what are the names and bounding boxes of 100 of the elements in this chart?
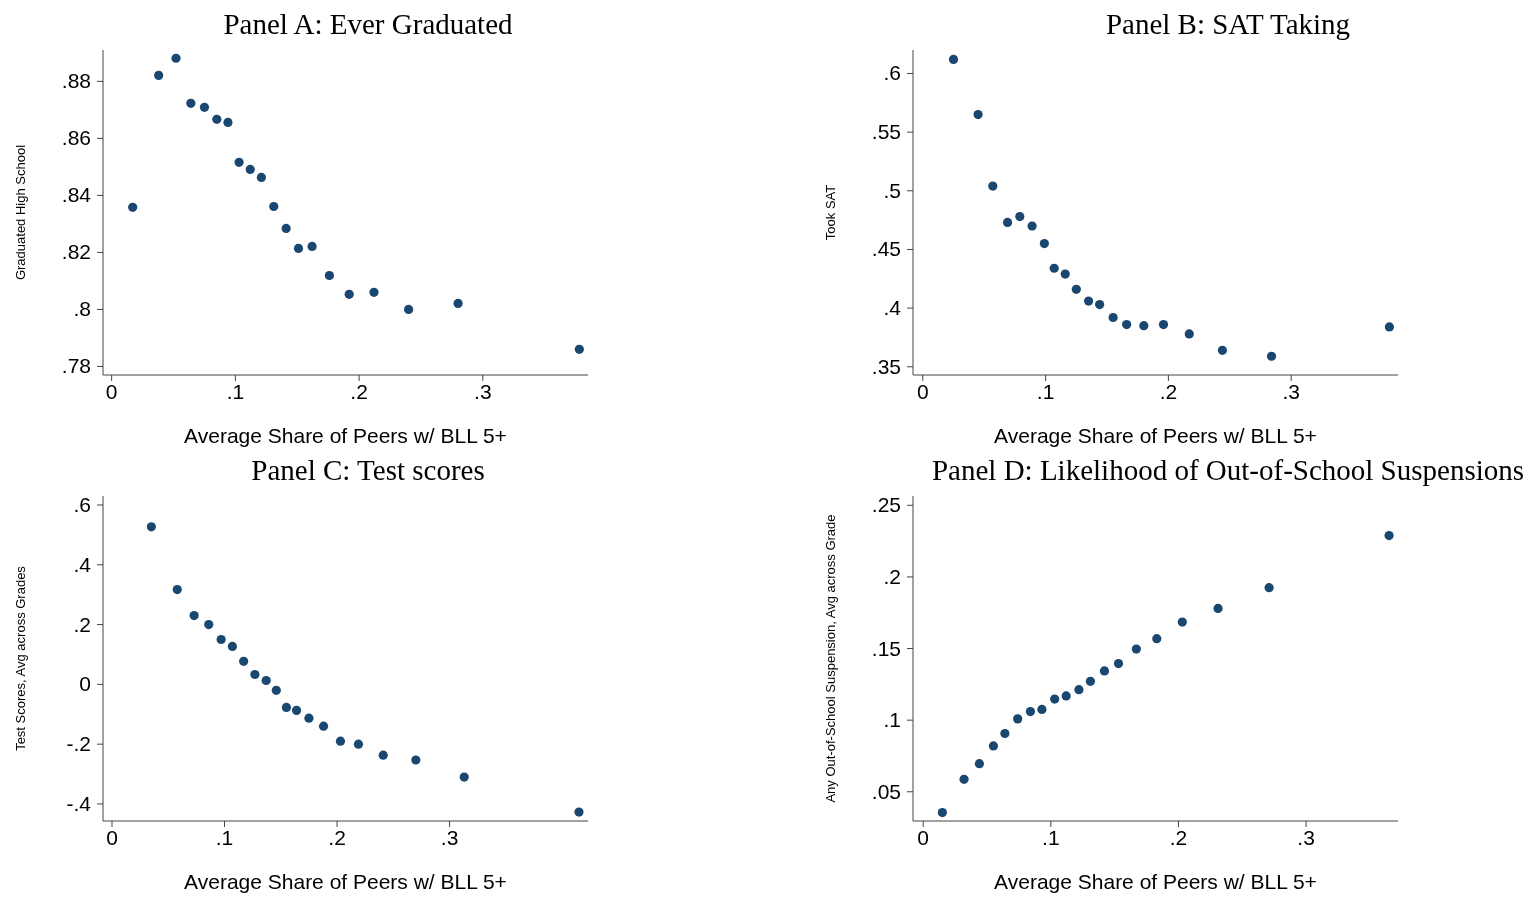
point [1131, 644, 1141, 654]
chart-title: Panel C: Test scores [250, 454, 486, 488]
y-tick-label: .88 [61, 69, 91, 93]
y-tick-label: .6 [73, 492, 91, 516]
point [1039, 238, 1049, 249]
point [1384, 530, 1394, 541]
point [204, 619, 214, 630]
x-tick-label: .3 [1297, 826, 1315, 849]
point [1071, 284, 1081, 294]
point [974, 759, 984, 769]
x-tick-label: .1 [215, 826, 234, 849]
point [146, 522, 156, 532]
y-axis-title: Test Scores, Avg across Grades [12, 565, 28, 751]
point [369, 287, 379, 297]
chart-title: Panel D: Likelihood of Out-of-School Suspensions [930, 454, 1525, 488]
y-tick-label: .5 [883, 178, 901, 202]
x-tick-label: .2 [1159, 380, 1178, 403]
y-tick-label: .86 [61, 126, 91, 150]
point [574, 807, 584, 817]
x-tick-label: .1 [1036, 380, 1055, 403]
x-tick-label: .1 [226, 380, 245, 403]
x-axis-title: Average Share of Peers w/ BLL 5+ [184, 870, 507, 893]
x-axis-title: Average Share of Peers w/ BLL 5+ [184, 424, 507, 447]
y-axis-title: Took SAT [822, 184, 838, 241]
x-tick-label: .1 [1042, 826, 1060, 849]
y-tick-label: .84 [61, 183, 92, 207]
y-tick-label: .2 [883, 564, 901, 588]
point [189, 611, 199, 621]
chart-title: Panel A: Ever Graduated [222, 8, 514, 42]
x-tick-label: 0 [917, 826, 930, 849]
point [1013, 714, 1023, 724]
point [239, 656, 249, 666]
point [1158, 319, 1169, 330]
point [281, 702, 292, 712]
point [411, 755, 421, 765]
point [1074, 685, 1084, 695]
x-tick-label: 0 [106, 826, 118, 849]
point [1060, 269, 1070, 279]
y-tick-label: .45 [871, 237, 901, 261]
point [216, 634, 226, 645]
point [378, 750, 388, 760]
point [988, 741, 999, 751]
point [223, 117, 233, 128]
y-tick-label: 0 [79, 672, 91, 696]
x-tick-label: .3 [1282, 380, 1300, 403]
x-tick-label: 0 [916, 380, 929, 403]
point [304, 713, 314, 723]
point [404, 304, 414, 315]
point [154, 70, 164, 80]
point [245, 164, 255, 175]
point [199, 102, 210, 112]
y-tick-label: .25 [871, 493, 901, 517]
point [1083, 296, 1094, 306]
point [128, 202, 138, 212]
point [1152, 634, 1162, 644]
x-tick-label: 0 [105, 380, 118, 403]
point [453, 298, 463, 309]
point [948, 54, 959, 64]
point [256, 172, 266, 183]
x-axis-title: Average Share of Peers w/ BLL 5+ [994, 870, 1317, 893]
point [307, 241, 317, 252]
point [234, 157, 244, 167]
point [959, 774, 969, 784]
point [1099, 666, 1110, 676]
point [1025, 706, 1036, 717]
point [1217, 345, 1228, 355]
y-axis-title: Any Out-of-School Suspension, Avg across Grade [822, 514, 838, 803]
point [973, 109, 983, 120]
point [459, 772, 469, 782]
point [988, 181, 998, 191]
point [250, 669, 260, 680]
point [1177, 617, 1187, 627]
point [271, 685, 281, 695]
point [1015, 212, 1025, 222]
point [1213, 603, 1223, 614]
point [1264, 583, 1274, 593]
y-tick-label: .78 [61, 354, 91, 378]
y-tick-label: .15 [871, 636, 901, 660]
point [335, 736, 346, 746]
point [1027, 221, 1037, 231]
y-tick-label: .05 [871, 779, 901, 803]
y-tick-label: .6 [883, 61, 901, 85]
y-tick-label: -.4 [66, 791, 92, 815]
y-tick-label: .35 [871, 354, 901, 378]
y-tick-label: .1 [883, 708, 901, 732]
point [574, 344, 584, 354]
point [293, 243, 304, 254]
point [1384, 322, 1395, 332]
x-axis-title: Average Share of Peers w/ BLL 5+ [994, 424, 1317, 447]
point [1139, 321, 1149, 331]
point [1085, 676, 1096, 686]
point [281, 223, 291, 234]
y-tick-label: .2 [73, 612, 91, 636]
x-tick-label: .2 [350, 380, 368, 403]
y-tick-label: -.2 [66, 732, 91, 756]
y-tick-label: .4 [883, 296, 902, 320]
point [1002, 217, 1013, 228]
y-tick-label: .8 [73, 297, 91, 321]
point [344, 289, 354, 299]
y-axis-title: Graduated High School [12, 144, 28, 281]
